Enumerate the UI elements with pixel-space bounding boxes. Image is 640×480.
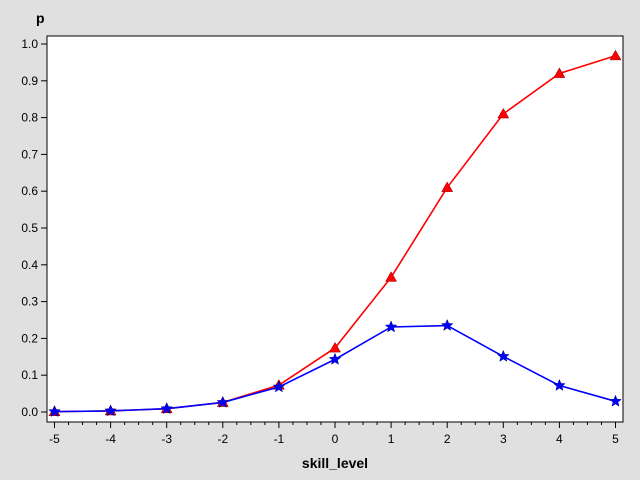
data-point-triangle: [609, 49, 622, 61]
data-point-triangle: [553, 67, 566, 78]
data-point-star: [440, 318, 454, 331]
y-tick-label: 0.6: [21, 184, 38, 198]
y-tick-label: 0.7: [21, 147, 38, 161]
data-point-triangle: [385, 271, 398, 282]
data-point-star: [104, 404, 117, 417]
data-point-star: [609, 394, 622, 407]
y-tick-label: 0.8: [21, 111, 38, 125]
data-point-triangle: [441, 181, 454, 192]
y-tick-label: 0.3: [21, 295, 38, 309]
data-point-triangle: [497, 107, 510, 119]
y-tick-label: 0.0: [21, 405, 38, 419]
y-tick-label: 0.2: [21, 331, 38, 345]
data-point-star: [496, 349, 510, 362]
x-tick-label: 1: [388, 432, 395, 446]
y-axis: 0.0 0.1 0.2 0.3 0.4 0.5 0.6 0.7 0.8 0.9 1.0: [21, 37, 47, 419]
x-tick-label: 0: [332, 432, 339, 446]
x-axis: -5 -4 -3 -2 -1 0 1 2 3 4 5: [49, 422, 619, 446]
data-point-star: [328, 352, 342, 365]
x-axis-title: skill_level: [302, 455, 368, 471]
x-tick-label: 3: [500, 432, 507, 446]
data-point-star: [384, 320, 398, 333]
series-layer: [48, 49, 622, 418]
y-tick-label: 0.5: [21, 221, 38, 235]
x-tick-label: -2: [217, 432, 228, 446]
data-point-star: [553, 378, 566, 391]
data-point-star: [272, 380, 286, 393]
x-tick-label: -3: [161, 432, 172, 446]
series-2: [48, 318, 622, 418]
data-point-star: [48, 404, 61, 418]
y-tick-label: 0.9: [21, 74, 38, 88]
x-tick-label: 2: [444, 432, 451, 446]
x-tick-label: -4: [105, 432, 116, 446]
data-point-star: [160, 402, 174, 415]
plot-area: [46, 35, 624, 423]
y-axis-title: p: [36, 10, 45, 26]
data-point-triangle: [329, 341, 341, 353]
data-point-star: [216, 395, 230, 408]
x-tick-label: -1: [274, 432, 285, 446]
x-tick-label: -5: [49, 432, 60, 446]
y-tick-label: 0.1: [21, 368, 38, 382]
x-tick-label: 4: [556, 432, 563, 446]
y-tick-label: 1.0: [21, 37, 38, 51]
y-tick-label: 0.4: [21, 258, 38, 272]
x-tick-label: 5: [612, 432, 619, 446]
